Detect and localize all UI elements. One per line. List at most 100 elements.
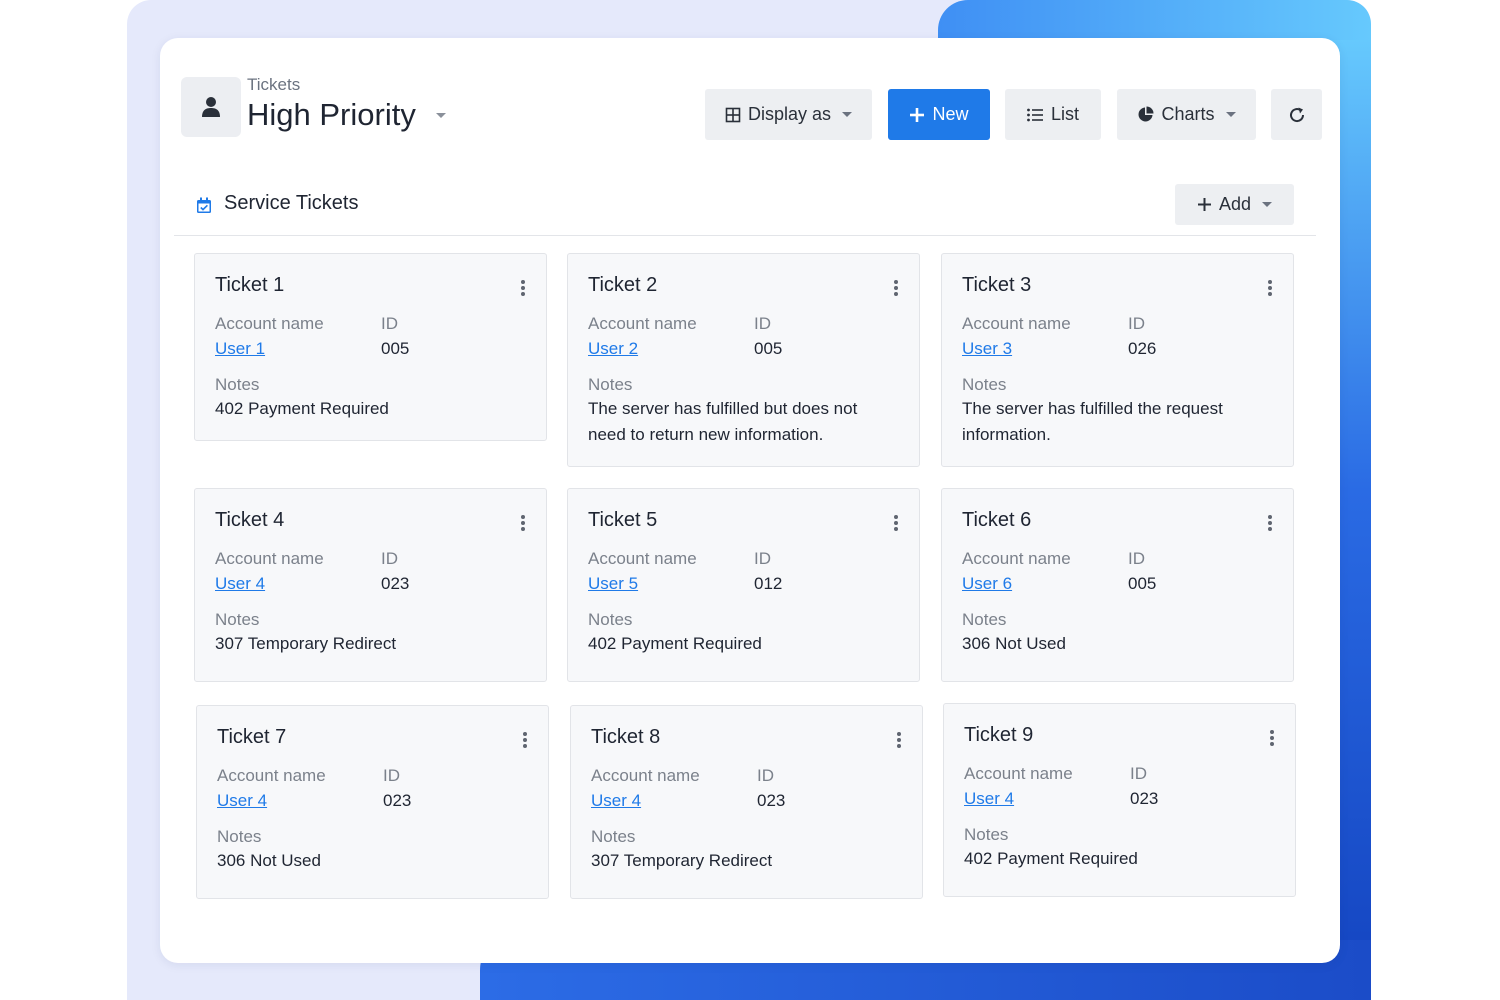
add-label: Add	[1218, 194, 1252, 214]
ticket-card[interactable]: Ticket 2 Account name ID User 2 005 Note…	[567, 253, 920, 467]
account-link[interactable]: User 4	[217, 791, 268, 810]
account-link[interactable]: User 5	[588, 574, 639, 593]
pie-chart-icon	[1139, 106, 1154, 122]
chevron-down-icon	[435, 112, 446, 118]
list-button[interactable]: List	[1005, 89, 1101, 140]
ticket-notes: 402 Payment Required	[964, 849, 1138, 868]
list-label: List	[1050, 104, 1079, 124]
ticket-card[interactable]: Ticket 6 Account name ID User 6 005 Note…	[941, 488, 1294, 682]
ticket-notes: 306 Not Used	[217, 851, 321, 870]
ticket-notes: 306 Not Used	[962, 634, 1066, 653]
more-vertical-icon[interactable]	[1269, 730, 1275, 746]
notes-label: Notes	[591, 827, 636, 846]
chevron-down-icon	[1225, 112, 1236, 117]
ticket-id: 005	[381, 339, 410, 358]
section-title: Service Tickets	[224, 192, 359, 214]
notes-label: Notes	[962, 375, 1007, 394]
notes-label: Notes	[588, 375, 633, 394]
refresh-icon	[1289, 107, 1304, 122]
ticket-card[interactable]: Ticket 1 Account name ID User 1 005 Note…	[194, 253, 547, 441]
charts-label: Charts	[1161, 104, 1215, 124]
breadcrumb[interactable]: Tickets	[247, 75, 301, 94]
ticket-id: 023	[757, 791, 786, 810]
ticket-card[interactable]: Ticket 9 Account name ID User 4 023 Note…	[943, 703, 1296, 897]
display-as-button[interactable]: Display as	[705, 89, 872, 140]
ticket-card[interactable]: Ticket 5 Account name ID User 5 012 Note…	[567, 488, 920, 682]
page-title: High Priority	[247, 97, 416, 132]
notes-label: Notes	[962, 610, 1007, 629]
plus-icon	[910, 107, 925, 122]
page-title-dropdown[interactable]: High Priority	[247, 97, 446, 133]
ticket-title: Ticket 8	[591, 726, 661, 748]
notes-label: Notes	[215, 610, 260, 629]
new-label: New	[932, 104, 969, 124]
more-vertical-icon[interactable]	[522, 732, 528, 748]
chevron-down-icon	[1262, 202, 1273, 207]
ticket-id: 012	[754, 574, 783, 593]
account-link[interactable]: User 3	[962, 339, 1013, 358]
user-icon	[202, 97, 220, 117]
ticket-title: Ticket 3	[962, 274, 1032, 296]
ticket-notes: 402 Payment Required	[215, 399, 389, 418]
id-label: ID	[383, 766, 400, 785]
account-name-label: Account name	[215, 549, 324, 568]
ticket-title: Ticket 1	[215, 274, 285, 296]
account-link[interactable]: User 1	[215, 339, 266, 358]
ticket-notes: 307 Temporary Redirect	[215, 634, 397, 653]
plus-icon	[1197, 198, 1211, 211]
id-label: ID	[1130, 764, 1147, 783]
account-link[interactable]: User 6	[962, 574, 1013, 593]
ticket-title: Ticket 9	[964, 724, 1034, 746]
grid-icon	[725, 107, 741, 122]
ticket-id: 026	[1128, 339, 1157, 358]
avatar[interactable]	[181, 77, 241, 137]
more-vertical-icon[interactable]	[1267, 515, 1273, 531]
ticket-card[interactable]: Ticket 8 Account name ID User 4 023 Note…	[570, 705, 923, 899]
notes-label: Notes	[215, 375, 260, 394]
id-label: ID	[381, 314, 398, 333]
id-label: ID	[754, 549, 771, 568]
ticket-notes: 402 Payment Required	[588, 634, 762, 653]
id-label: ID	[1128, 314, 1145, 333]
ticket-notes: The server has fulfilled the request inf…	[962, 399, 1223, 444]
ticket-id: 023	[381, 574, 410, 593]
account-name-label: Account name	[962, 314, 1071, 333]
display-as-label: Display as	[747, 104, 832, 124]
new-button[interactable]: New	[888, 89, 990, 140]
account-name-label: Account name	[215, 314, 324, 333]
account-name-label: Account name	[217, 766, 326, 785]
charts-button[interactable]: Charts	[1117, 89, 1256, 140]
ticket-title: Ticket 4	[215, 509, 285, 531]
notes-label: Notes	[217, 827, 262, 846]
account-name-label: Account name	[591, 766, 700, 785]
more-vertical-icon[interactable]	[520, 280, 526, 296]
add-button[interactable]: Add	[1175, 184, 1294, 225]
notes-label: Notes	[964, 825, 1009, 844]
id-label: ID	[381, 549, 398, 568]
ticket-title: Ticket 5	[588, 509, 658, 531]
account-link[interactable]: User 4	[964, 789, 1015, 808]
more-vertical-icon[interactable]	[893, 280, 899, 296]
id-label: ID	[1128, 549, 1145, 568]
ticket-card[interactable]: Ticket 3 Account name ID User 3 026 Note…	[941, 253, 1294, 467]
account-link[interactable]: User 4	[215, 574, 266, 593]
ticket-notes: 307 Temporary Redirect	[591, 851, 773, 870]
more-vertical-icon[interactable]	[893, 515, 899, 531]
id-label: ID	[757, 766, 774, 785]
calendar-icon	[197, 197, 211, 213]
ticket-title: Ticket 6	[962, 509, 1032, 531]
account-name-label: Account name	[588, 314, 697, 333]
more-vertical-icon[interactable]	[520, 515, 526, 531]
account-link[interactable]: User 4	[591, 791, 642, 810]
ticket-card[interactable]: Ticket 7 Account name ID User 4 023 Note…	[196, 705, 549, 899]
account-link[interactable]: User 2	[588, 339, 639, 358]
ticket-card[interactable]: Ticket 4 Account name ID User 4 023 Note…	[194, 488, 547, 682]
more-vertical-icon[interactable]	[896, 732, 902, 748]
ticket-title: Ticket 7	[217, 726, 287, 748]
list-icon	[1027, 108, 1043, 121]
more-vertical-icon[interactable]	[1267, 280, 1273, 296]
account-name-label: Account name	[964, 764, 1073, 783]
refresh-button[interactable]	[1271, 89, 1322, 140]
ticket-id: 005	[1128, 574, 1157, 593]
ticket-id: 023	[383, 791, 412, 810]
